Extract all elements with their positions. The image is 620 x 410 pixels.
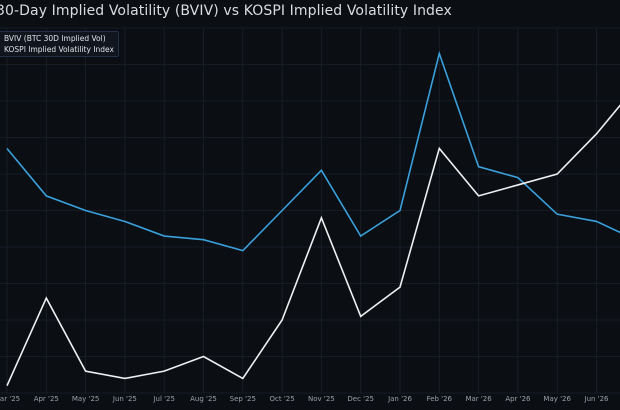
- x-tick-label: Dec '25: [347, 395, 374, 403]
- legend: BVIV (BTC 30D Implied Vol) KOSPI Implied…: [0, 31, 119, 57]
- series-line-kospi: [6, 104, 620, 387]
- x-tick-label: Jan '26: [387, 395, 412, 403]
- chart-title: 30-Day Implied Volatility (BVIV) vs KOSP…: [0, 3, 452, 19]
- x-tick-label: Jun '26: [584, 395, 610, 403]
- x-tick-label: May '26: [543, 395, 571, 403]
- x-tick-label: Apr '25: [34, 395, 59, 403]
- x-axis-ticks: Mar '25 Apr '25 May '25 Jun '25 Jul '25 Aug '…: [0, 395, 609, 403]
- series-lines: [6, 50, 620, 387]
- x-tick-label: Oct '25: [270, 395, 295, 403]
- grid-lines: [0, 27, 620, 394]
- legend-entry-kospi: KOSPI Implied Volatility Index: [4, 45, 114, 54]
- x-tick-label: Sep '25: [230, 395, 256, 403]
- legend-entry-bviv: BVIV (BTC 30D Implied Vol): [4, 34, 106, 43]
- x-tick-label: May '25: [72, 395, 100, 403]
- x-tick-label: Apr '26: [505, 395, 531, 403]
- x-tick-label: Aug '25: [190, 395, 217, 403]
- x-tick-label: Nov '25: [308, 395, 335, 403]
- x-tick-label: Mar '25: [0, 395, 20, 403]
- x-tick-label: Mar '26: [465, 395, 492, 403]
- x-tick-label: Jun '25: [112, 395, 137, 403]
- series-line-bviv: [6, 50, 620, 252]
- x-tick-label: Jul '25: [152, 395, 175, 403]
- x-tick-label: Feb '26: [427, 395, 453, 403]
